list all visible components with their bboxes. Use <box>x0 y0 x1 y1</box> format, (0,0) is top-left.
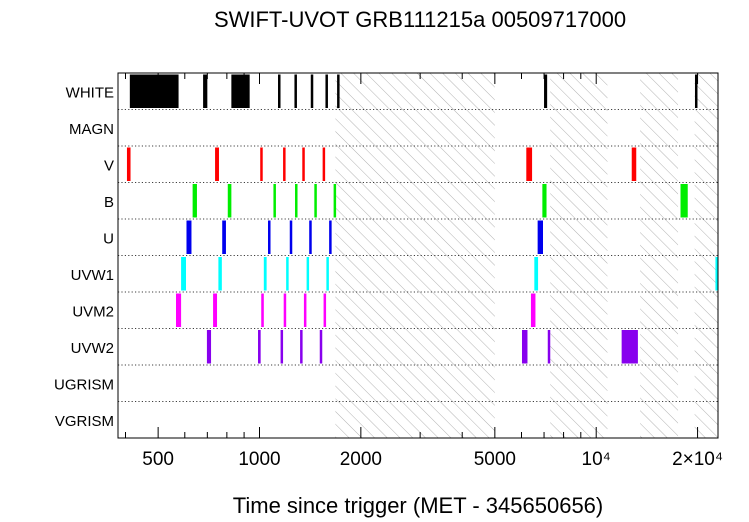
x-axis-label: Time since trigger (MET - 345650656) <box>233 493 604 518</box>
exposure-bar-u-0 <box>186 220 192 254</box>
x-tick-label: 500 <box>142 449 174 470</box>
exposure-bar-v-3 <box>283 147 286 181</box>
hatched-interval-1 <box>550 73 608 438</box>
exposure-bar-uvw1-2 <box>263 257 267 291</box>
plot-content <box>126 73 718 438</box>
exposure-bar-white-2 <box>203 74 208 108</box>
exposure-bar-uvw2-6 <box>547 330 551 364</box>
exposure-bar-uvw1-4 <box>306 257 310 291</box>
exposure-bar-u-3 <box>289 220 293 254</box>
exposure-bar-uvw1-5 <box>326 257 329 291</box>
exposure-bar-u-1 <box>222 220 226 254</box>
exposure-bar-uvw2-7 <box>621 330 638 364</box>
exposure-bar-uvm2-0 <box>176 293 182 327</box>
exposure-bar-uvw2-4 <box>319 330 323 364</box>
exposure-bar-v-6 <box>526 147 533 181</box>
exposure-bar-uvm2-6 <box>530 293 536 327</box>
exposure-bar-uvw1-3 <box>286 257 289 291</box>
exposure-bar-u-5 <box>329 220 332 254</box>
exposure-bar-v-1 <box>215 147 219 181</box>
exposure-bar-white-7 <box>325 74 328 108</box>
exposure-bar-b-7 <box>680 184 688 218</box>
exposure-bar-v-2 <box>260 147 263 181</box>
exposure-bar-uvw2-5 <box>521 330 528 364</box>
exposure-bar-uvm2-3 <box>283 293 287 327</box>
exposure-bar-uvw1-7 <box>715 257 718 291</box>
x-tick-label: 2×10⁴ <box>672 449 723 470</box>
exposure-bar-white-5 <box>294 74 297 108</box>
exposure-bar-u-2 <box>268 220 271 254</box>
hatched-interval-0 <box>335 73 495 438</box>
exposure-bar-uvw2-3 <box>300 330 303 364</box>
exposure-bar-uvw1-0 <box>181 257 187 291</box>
exposure-bar-uvw1-1 <box>218 257 222 291</box>
exposure-bar-uvw2-1 <box>258 330 261 364</box>
exposure-bar-b-6 <box>542 184 547 218</box>
exposure-bar-uvw1-6 <box>534 257 539 291</box>
exposure-bar-b-4 <box>314 184 317 218</box>
exposure-bar-b-0 <box>192 184 197 218</box>
row-label-b: B <box>104 194 114 211</box>
exposure-bar-uvm2-1 <box>213 293 218 327</box>
x-tick-label: 10⁴ <box>582 449 611 470</box>
exposure-bar-white-8 <box>337 74 340 108</box>
exposure-bar-white-3 <box>231 74 250 108</box>
exposure-bar-v-7 <box>631 147 637 181</box>
x-tick-label: 2000 <box>340 449 382 470</box>
exposure-bar-b-2 <box>273 184 276 218</box>
exposure-bar-u-4 <box>309 220 312 254</box>
exposure-bar-white-1 <box>147 74 179 108</box>
x-tick-label: 1000 <box>238 449 280 470</box>
row-label-magn: MAGN <box>69 121 114 138</box>
exposure-bar-v-5 <box>322 147 326 181</box>
exposure-bar-b-3 <box>295 184 298 218</box>
row-label-white: WHITE <box>66 84 114 101</box>
exposure-bar-b-5 <box>333 184 337 218</box>
row-label-uvw2: UVW2 <box>71 340 114 357</box>
x-tick-label: 5000 <box>474 449 516 470</box>
row-label-v: V <box>104 157 114 174</box>
row-label-uvw1: UVW1 <box>71 267 114 284</box>
exposure-bar-white-9 <box>544 74 548 108</box>
exposure-bar-uvm2-5 <box>323 293 327 327</box>
exposure-bar-white-4 <box>278 74 281 108</box>
exposure-bar-v-4 <box>302 147 305 181</box>
exposure-bar-uvw2-0 <box>206 330 212 364</box>
chart-title: SWIFT-UVOT GRB111215a 00509717000 <box>214 7 626 32</box>
exposure-bar-white-10 <box>694 74 698 108</box>
exposure-bar-uvm2-4 <box>303 293 307 327</box>
exposure-bar-white-6 <box>310 74 314 108</box>
plot-frame <box>117 72 719 439</box>
row-label-ugrism: UGRISM <box>54 376 114 393</box>
plot-area: WHITE MAGN V B U UVW1 UVM2 UVW2 UGRISM VGRISM 500 1… <box>54 72 723 470</box>
row-label-vgrism: VGRISM <box>55 413 114 430</box>
exposure-bar-b-1 <box>227 184 232 218</box>
exposure-bar-uvw2-2 <box>280 330 284 364</box>
row-label-u: U <box>103 230 114 247</box>
exposure-bar-white-0 <box>129 74 148 108</box>
exposure-bar-v-0 <box>126 147 131 181</box>
exposure-bar-u-6 <box>537 220 543 254</box>
exposure-bar-uvm2-2 <box>261 293 264 327</box>
row-label-uvm2: UVM2 <box>72 303 114 320</box>
